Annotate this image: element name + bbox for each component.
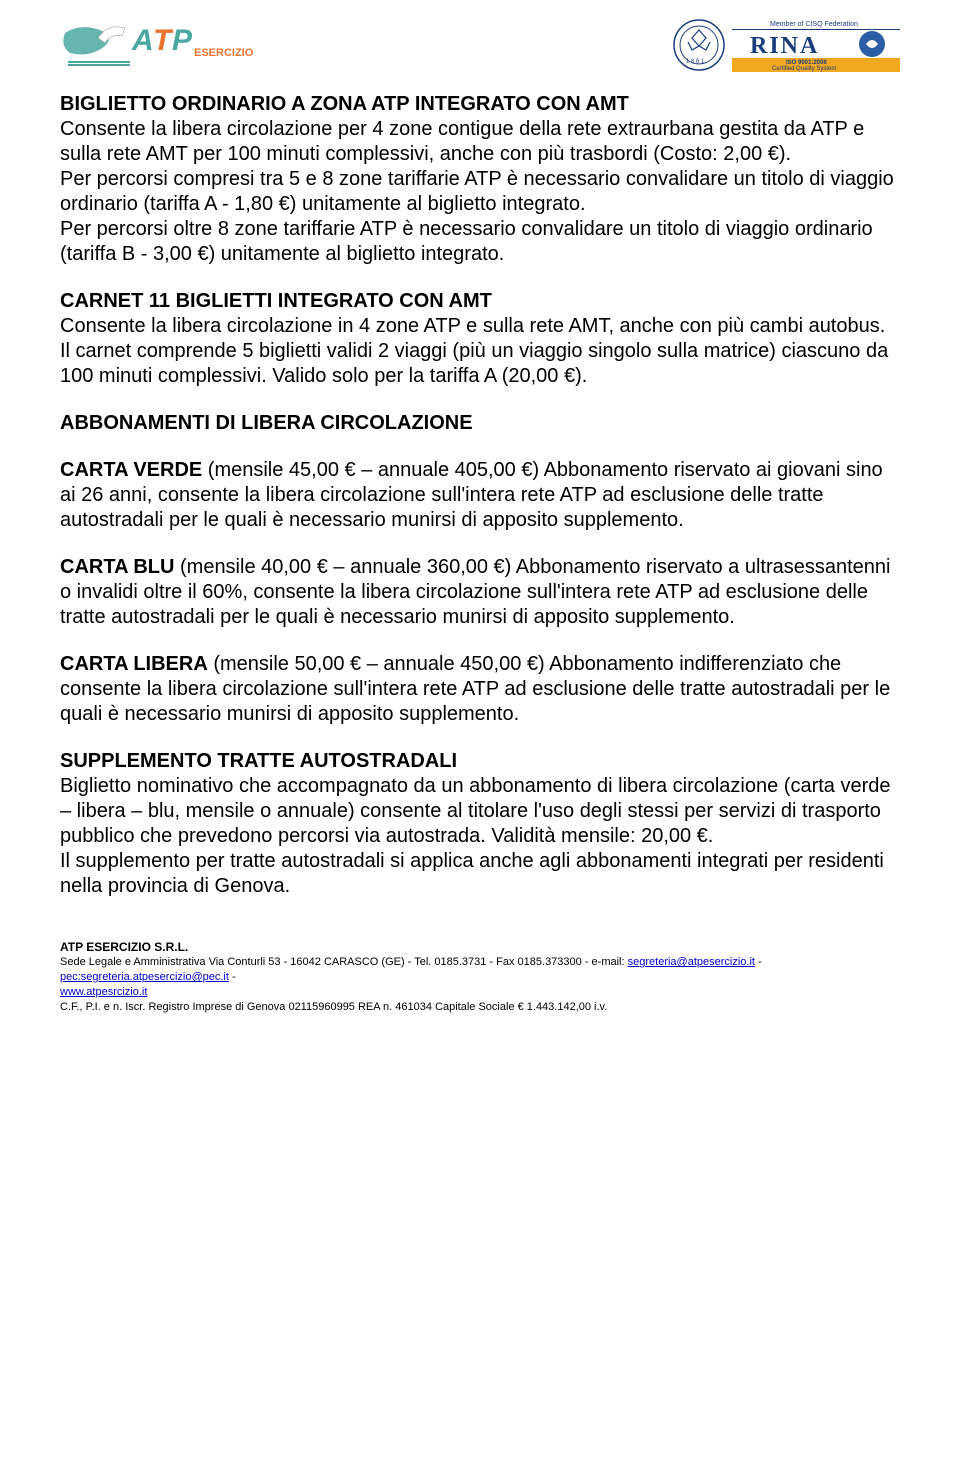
section-title: CARNET 11 BIGLIETTI INTEGRATO CON AMT bbox=[60, 289, 900, 314]
svg-text:T: T bbox=[153, 24, 174, 57]
section-carta-blu: CARTA BLU (mensile 40,00 € – annuale 360… bbox=[60, 555, 900, 630]
lead-label: CARTA LIBERA bbox=[60, 653, 208, 675]
paragraph: (mensile 40,00 € – annuale 360,00 €) Abb… bbox=[60, 556, 890, 628]
paragraph: Il supplemento per tratte autostradali s… bbox=[60, 849, 900, 899]
logo-left: A T P ESERCIZIO bbox=[60, 18, 260, 74]
page-footer: ATP ESERCIZIO S.R.L. Sede Legale e Ammin… bbox=[60, 939, 900, 1015]
svg-text:ESERCIZIO: ESERCIZIO bbox=[194, 47, 254, 59]
footer-email-link[interactable]: segreteria@atpesercizio.it bbox=[628, 956, 755, 968]
section-title: ABBONAMENTI DI LIBERA CIRCOLAZIONE bbox=[60, 411, 900, 436]
lead-label: CARTA VERDE bbox=[60, 459, 202, 481]
paragraph: Per percorsi compresi tra 5 e 8 zone tar… bbox=[60, 167, 900, 217]
section-supplemento: SUPPLEMENTO TRATTE AUTOSTRADALI Bigliett… bbox=[60, 749, 900, 899]
section-title: SUPPLEMENTO TRATTE AUTOSTRADALI bbox=[60, 749, 900, 774]
section-abbonamenti-title: ABBONAMENTI DI LIBERA CIRCOLAZIONE bbox=[60, 411, 900, 436]
lead-label: CARTA BLU bbox=[60, 556, 174, 578]
footer-line-2: C.F., P.I. e n. Iscr. Registro Imprese d… bbox=[60, 1000, 900, 1015]
svg-text:A: A bbox=[131, 24, 154, 57]
cert-seal-icon: 1 8 6 1 bbox=[672, 18, 726, 72]
section-biglietto-ordinario: BIGLIETTO ORDINARIO A ZONA ATP INTEGRATO… bbox=[60, 92, 900, 267]
paragraph: Consente la libera circolazione per 4 zo… bbox=[60, 117, 900, 167]
footer-pec-link[interactable]: pec:segreteria.atpesercizio@pec.it bbox=[60, 971, 229, 983]
paragraph: Per percorsi oltre 8 zone tariffarie ATP… bbox=[60, 217, 900, 267]
paragraph: Consente la libera circolazione in 4 zon… bbox=[60, 314, 900, 389]
paragraph: Biglietto nominativo che accompagnato da… bbox=[60, 774, 900, 849]
footer-line-1: Sede Legale e Amministrativa Via Conturl… bbox=[60, 955, 900, 985]
footer-site-link[interactable]: www.atpesrcizio.it bbox=[60, 986, 147, 998]
section-carta-libera: CARTA LIBERA (mensile 50,00 € – annuale … bbox=[60, 652, 900, 727]
footer-company: ATP ESERCIZIO S.R.L. bbox=[60, 939, 900, 955]
footer-text: - bbox=[229, 971, 236, 983]
svg-text:Certified Quality System: Certified Quality System bbox=[772, 66, 836, 72]
svg-text:Member of CISQ Federation: Member of CISQ Federation bbox=[770, 21, 858, 28]
footer-text: - bbox=[755, 956, 762, 968]
section-title: BIGLIETTO ORDINARIO A ZONA ATP INTEGRATO… bbox=[60, 92, 900, 117]
rina-logo-icon: Member of CISQ Federation RINA ISO 9001:… bbox=[732, 18, 900, 72]
section-carta-verde: CARTA VERDE (mensile 45,00 € – annuale 4… bbox=[60, 458, 900, 533]
footer-site-line: www.atpesrcizio.it bbox=[60, 985, 900, 1000]
footer-text: Sede Legale e Amministrativa Via Conturl… bbox=[60, 956, 628, 968]
page-header: A T P ESERCIZIO 1 8 6 1 Member of CISQ F… bbox=[60, 18, 900, 74]
atp-logo-icon: A T P ESERCIZIO bbox=[60, 18, 260, 74]
section-carnet: CARNET 11 BIGLIETTI INTEGRATO CON AMT Co… bbox=[60, 289, 900, 389]
svg-text:RINA: RINA bbox=[750, 33, 819, 59]
svg-text:P: P bbox=[172, 24, 193, 57]
logo-right: 1 8 6 1 Member of CISQ Federation RINA I… bbox=[672, 18, 900, 72]
svg-text:1 8 6 1: 1 8 6 1 bbox=[686, 59, 705, 65]
